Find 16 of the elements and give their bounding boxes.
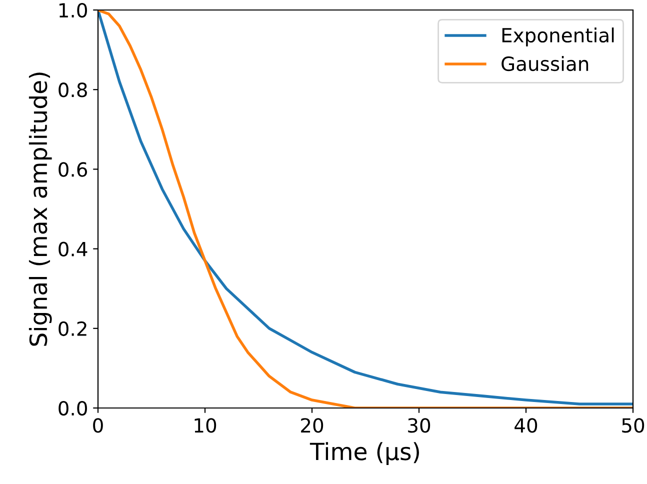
x-tick-label: 10: [194, 418, 216, 433]
x-tick-label: 20: [301, 418, 324, 433]
x-tick-label: 40: [514, 418, 538, 433]
legend-label: Gaussian: [502, 56, 588, 72]
legend-label: Exponential: [502, 28, 614, 46]
y-tick-label: 0.6: [58, 162, 88, 177]
y-tick-label: 1.0: [59, 2, 87, 18]
y-tick-label: 0.2: [58, 321, 86, 336]
x-tick-label: 30: [408, 418, 430, 433]
y-tick-label: 0.0: [58, 400, 87, 416]
y-tick-label: 0.8: [58, 82, 87, 98]
y-axis-title: Signal (max amplitude): [28, 72, 52, 346]
x-axis-title: Time (μs): [310, 442, 419, 465]
x-tick-label: 0: [93, 418, 103, 433]
y-tick-label: 0.4: [58, 242, 88, 256]
x-tick-label: 50: [622, 418, 644, 433]
